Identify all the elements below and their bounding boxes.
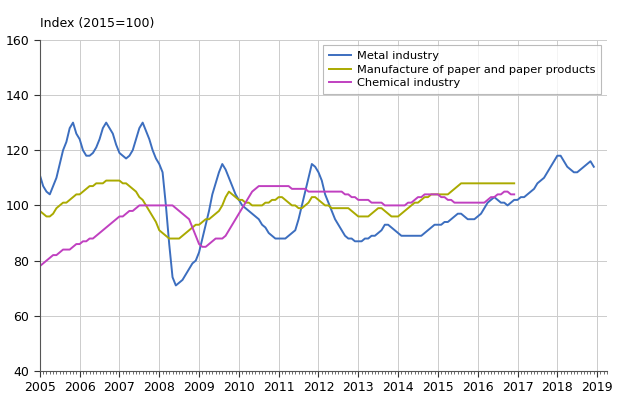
Chemical industry — [255, 184, 262, 188]
Manufacture of paper and paper products — [431, 192, 438, 197]
Chemical industry — [510, 192, 518, 197]
Metal industry — [69, 120, 77, 125]
Metal industry — [139, 120, 146, 125]
Chemical industry — [106, 222, 113, 227]
Chemical industry — [421, 192, 428, 197]
Metal industry — [172, 283, 180, 288]
Chemical industry — [428, 192, 435, 197]
Chemical industry — [378, 200, 385, 205]
Line: Chemical industry: Chemical industry — [40, 186, 514, 266]
Legend: Metal industry, Manufacture of paper and paper products, Chemical industry: Metal industry, Manufacture of paper and… — [323, 46, 601, 94]
Line: Metal industry: Metal industry — [40, 123, 594, 286]
Metal industry — [368, 233, 375, 238]
Manufacture of paper and paper products — [36, 208, 43, 213]
Metal industry — [358, 239, 365, 244]
Metal industry — [202, 222, 210, 227]
Metal industry — [590, 164, 598, 169]
Chemical industry — [69, 244, 77, 249]
Text: Index (2015=100): Index (2015=100) — [40, 17, 154, 30]
Manufacture of paper and paper products — [102, 178, 110, 183]
Metal industry — [484, 200, 492, 205]
Manufacture of paper and paper products — [424, 195, 432, 200]
Manufacture of paper and paper products — [188, 225, 196, 230]
Manufacture of paper and paper products — [381, 208, 389, 213]
Metal industry — [232, 192, 239, 197]
Manufacture of paper and paper products — [69, 195, 77, 200]
Metal industry — [36, 173, 43, 178]
Manufacture of paper and paper products — [109, 178, 117, 183]
Manufacture of paper and paper products — [510, 181, 518, 186]
Chemical industry — [182, 214, 190, 219]
Manufacture of paper and paper products — [166, 236, 173, 241]
Line: Manufacture of paper and paper products: Manufacture of paper and paper products — [40, 180, 514, 238]
Chemical industry — [36, 264, 43, 268]
